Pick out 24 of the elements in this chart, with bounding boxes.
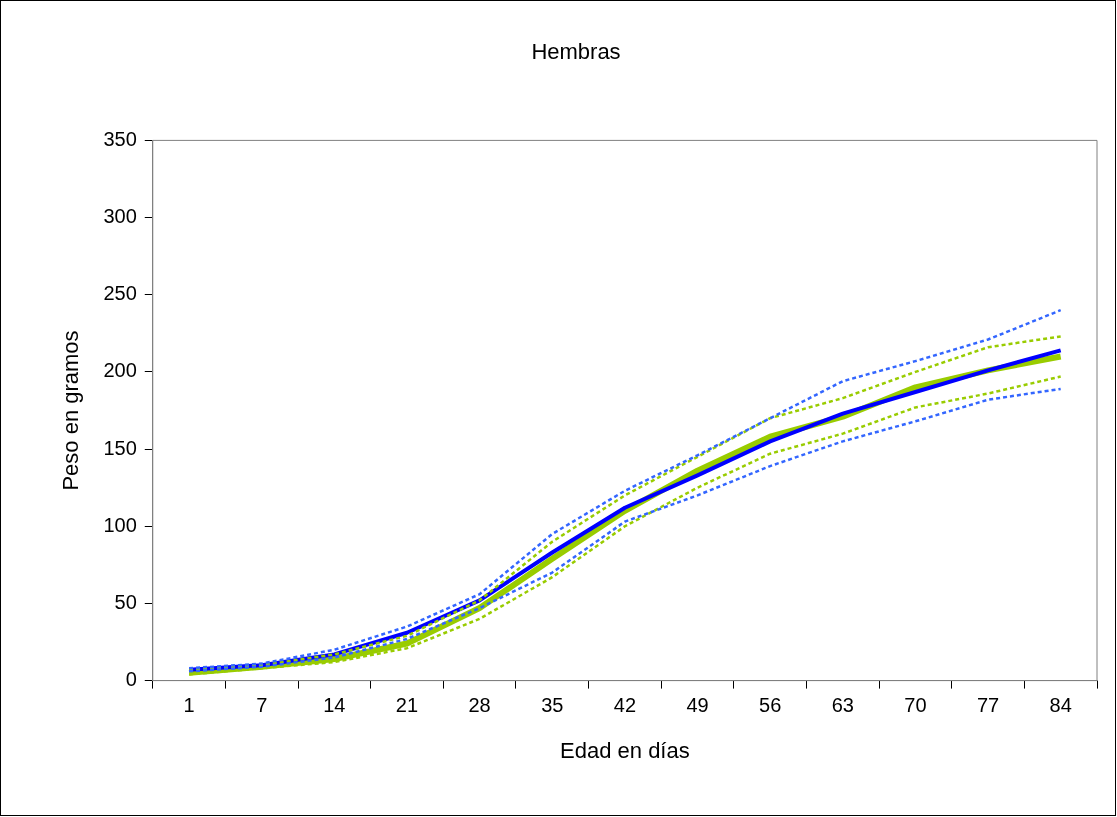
x-tick-label: 7 xyxy=(256,694,268,717)
y-tick-label: 300 xyxy=(103,205,137,228)
chart-title: Hembras xyxy=(531,39,621,65)
x-tick-label: 21 xyxy=(395,694,419,717)
y-tick-label: 0 xyxy=(125,668,137,691)
x-tick-label: 56 xyxy=(759,694,782,717)
y-axis-title: Peso en gramos xyxy=(58,330,84,491)
x-tick-label: 63 xyxy=(831,694,854,717)
x-tick-label: 28 xyxy=(468,694,491,717)
y-tick-label: 200 xyxy=(103,359,137,382)
x-axis-title: Edad en días xyxy=(560,737,690,763)
x-tick-label: 42 xyxy=(613,694,637,717)
x-tick-label: 14 xyxy=(323,694,346,717)
y-tick-label: 100 xyxy=(103,513,137,536)
y-tick-label: 250 xyxy=(103,282,137,305)
x-tick-label: 49 xyxy=(686,694,709,717)
x-tick-label: 77 xyxy=(976,694,1000,717)
y-tick-label: 50 xyxy=(114,590,137,613)
y-tick-label: 150 xyxy=(103,436,137,459)
x-tick-label: 1 xyxy=(183,694,195,717)
x-tick-label: 70 xyxy=(904,694,927,717)
x-tick-label: 84 xyxy=(1049,694,1072,717)
x-tick-label: 35 xyxy=(541,694,564,717)
y-tick-label: 350 xyxy=(103,127,137,150)
